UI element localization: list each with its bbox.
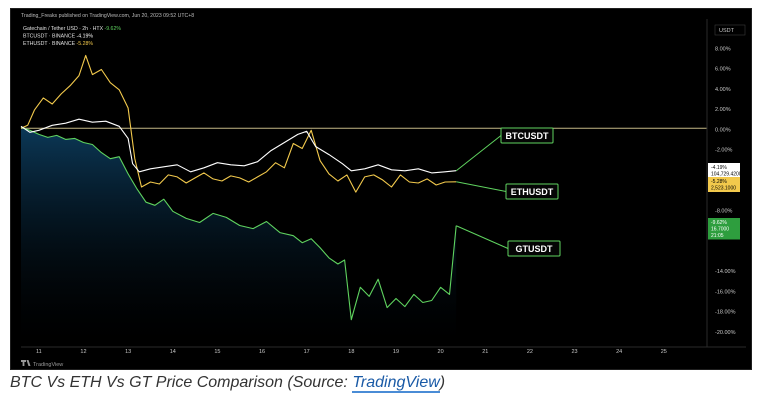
btcusdt-callout-leader — [455, 135, 502, 172]
eth-badge-text: 2,523.1000 — [711, 186, 736, 192]
gt-badge-text: 21:05 — [711, 233, 724, 239]
y-tick-label: -14.00% — [715, 269, 736, 275]
legend-row: ETHUSDT · BINANCE -5.28% — [23, 41, 93, 47]
caption-suffix: ) — [439, 374, 446, 391]
legend-value: -9.62% — [105, 26, 122, 32]
btcusdt-callout-box — [500, 127, 554, 144]
ethusdt-callout-leader — [456, 181, 507, 192]
btcusdt-line — [20, 118, 457, 174]
y-tick-label: 8.00% — [715, 46, 731, 52]
tradingview-watermark: TradingView — [33, 362, 63, 368]
y-tick-label: -2.00% — [715, 148, 733, 154]
x-tick-label: 14 — [170, 349, 176, 355]
x-tick-label: 22 — [527, 349, 533, 355]
legend-row: BTCUSDT · BINANCE -4.19% — [23, 34, 93, 40]
ethusdt-callout-label: ETHUSDT — [511, 187, 554, 197]
chart-frame: 8.00%6.00%4.00%2.00%0.00%-2.00%-6.00%-8.… — [10, 8, 752, 370]
x-tick-label: 24 — [616, 349, 622, 355]
figure-caption: BTC Vs ETH Vs GT Price Comparison (Sourc… — [10, 374, 750, 393]
y-tick-label: 6.00% — [715, 67, 731, 73]
gtusdt-area-fill — [21, 127, 457, 341]
x-tick-label: 17 — [304, 349, 310, 355]
btc-badge-text: -4.19% — [711, 165, 727, 171]
gtusdt-callout-leader — [456, 225, 509, 249]
x-tick-label: 23 — [571, 349, 577, 355]
y-tick-label: -8.00% — [715, 208, 733, 214]
x-tick-label: 18 — [348, 349, 354, 355]
x-tick-label: 21 — [482, 349, 488, 355]
y-tick-label: -16.00% — [715, 289, 736, 295]
legend-row: Gatechain / Tether USD · 2h · HTX -9.62% — [23, 26, 121, 32]
btcusdt-callout-label: BTCUSDT — [506, 131, 549, 141]
x-tick-label: 19 — [393, 349, 399, 355]
y-tick-label: 4.00% — [715, 87, 731, 93]
btc-price-badge — [708, 163, 740, 178]
publisher-line: Trading_Freaks published on TradingView.… — [21, 13, 194, 19]
gtusdt-callout-box — [507, 240, 561, 257]
unit-label-box — [714, 24, 746, 36]
eth-badge-text: -5.28% — [711, 179, 727, 185]
x-tick-label: 12 — [80, 349, 86, 355]
y-tick-label: -18.00% — [715, 310, 736, 316]
x-tick-label: 11 — [36, 349, 42, 355]
x-tick-label: 20 — [438, 349, 444, 355]
gtusdt-line — [20, 126, 457, 321]
x-tick-label: 13 — [125, 349, 131, 355]
y-tick-label: 2.00% — [715, 107, 731, 113]
ethusdt-line — [20, 54, 457, 193]
price-axis-unit-label: USDT — [719, 28, 735, 34]
tradingview-logo-icon — [21, 360, 31, 366]
gt-badge-text: -9.62% — [711, 220, 727, 226]
btc-badge-text: 104,729.4200 — [711, 172, 742, 178]
ethusdt-callout-box — [505, 183, 559, 200]
caption-source-link[interactable]: TradingView — [352, 374, 440, 393]
x-tick-label: 15 — [214, 349, 220, 355]
legend-value: -5.28% — [77, 41, 94, 47]
y-tick-label: 0.00% — [715, 127, 731, 133]
price-comparison-chart: 8.00%6.00%4.00%2.00%0.00%-2.00%-6.00%-8.… — [20, 13, 746, 368]
caption-prefix: BTC Vs ETH Vs GT Price Comparison (Sourc… — [10, 374, 353, 391]
gtusdt-callout-label: GTUSDT — [516, 244, 554, 254]
y-tick-label: -20.00% — [715, 330, 736, 336]
gt-badge-text: 16.7000 — [711, 227, 729, 233]
legend-value: -4.19% — [77, 34, 94, 40]
eth-price-badge — [708, 177, 740, 192]
x-tick-label: 25 — [661, 349, 667, 355]
x-tick-label: 16 — [259, 349, 265, 355]
gt-price-badge — [708, 218, 740, 240]
